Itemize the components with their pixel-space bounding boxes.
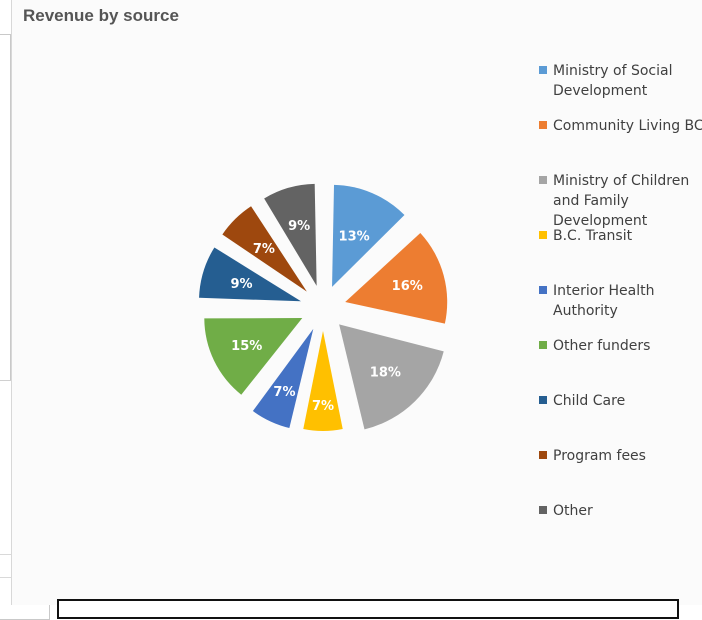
legend-item: Other funders xyxy=(539,336,702,356)
legend-item: Ministry of Social Development xyxy=(539,61,702,101)
legend-label: Program fees xyxy=(553,448,646,464)
legend-swatch xyxy=(539,121,547,129)
pie-slice-shape[interactable] xyxy=(264,183,317,286)
pie-slice-6[interactable]: 15% xyxy=(204,318,303,395)
pie-slice-shape[interactable] xyxy=(303,331,343,432)
pie-slice-label: 7% xyxy=(273,385,295,400)
legend-swatch xyxy=(539,231,547,239)
legend-swatch xyxy=(539,286,547,294)
pie-slice-label: 16% xyxy=(392,279,423,294)
pie-slice-label: 7% xyxy=(253,242,275,257)
legend-item: Ministry of Children and Family Developm… xyxy=(539,171,702,231)
pie-slice-shape[interactable] xyxy=(252,328,314,428)
pie-slice-shape[interactable] xyxy=(339,324,444,430)
legend-label: Interior Health Authority xyxy=(553,283,655,319)
pie-slice-8[interactable]: 7% xyxy=(222,206,307,292)
legend-label: Community Living BC xyxy=(553,118,702,134)
legend-label: Ministry of Social Development xyxy=(553,63,673,99)
pie-slice-shape[interactable] xyxy=(199,247,301,302)
legend-label: Child Care xyxy=(553,393,626,409)
pie-slice-3[interactable]: 18% xyxy=(339,324,444,430)
legend-label: Other xyxy=(553,503,593,519)
pie-slice-9[interactable]: 9% xyxy=(264,183,317,286)
pie-slice-shape[interactable] xyxy=(222,206,307,292)
legend-swatch xyxy=(539,341,547,349)
chart-area[interactable]: Revenue by source 13% 16% 18% 7% 7% 15% 9% 7% 9%… xyxy=(11,0,702,605)
legend-item: Child Care xyxy=(539,391,702,411)
pie-slice-label: 9% xyxy=(230,277,252,292)
pie-slice-5[interactable]: 7% xyxy=(252,328,314,428)
pie-slice-label: 9% xyxy=(288,219,310,234)
chart-title: Revenue by source xyxy=(23,6,179,25)
pie-slice-label: 7% xyxy=(312,399,334,414)
pie-slice-label: 15% xyxy=(231,339,262,354)
pie-slice-2[interactable]: 16% xyxy=(345,233,448,324)
legend-swatch xyxy=(539,506,547,514)
legend-item: Program fees xyxy=(539,446,702,466)
pie-slice-label: 18% xyxy=(370,365,401,380)
pie-slice-label: 13% xyxy=(339,229,370,244)
legend-swatch xyxy=(539,176,547,184)
background-panel-top xyxy=(0,34,11,394)
pie-slice-1[interactable]: 13% xyxy=(332,184,405,287)
pie-slice-shape[interactable] xyxy=(332,184,405,287)
caption-box xyxy=(57,599,679,619)
legend-swatch xyxy=(539,451,547,459)
legend-item: Interior Health Authority xyxy=(539,281,702,321)
pie-slice-shape[interactable] xyxy=(345,233,448,324)
legend-swatch xyxy=(539,396,547,404)
legend-item: B.C. Transit xyxy=(539,226,702,246)
pie-slice-7[interactable]: 9% xyxy=(199,247,301,302)
legend-swatch xyxy=(539,66,547,74)
legend-item: Other xyxy=(539,501,702,521)
legend-label: Other funders xyxy=(553,338,651,354)
legend-item: Community Living BC xyxy=(539,116,702,136)
pie-chart: 13% 16% 18% 7% 7% 15% 9% 7% 9% xyxy=(199,183,448,432)
pie-slice-shape[interactable] xyxy=(204,318,303,395)
legend-label: B.C. Transit xyxy=(553,228,633,244)
pie-slice-4[interactable]: 7% xyxy=(303,331,343,432)
legend-label: Ministry of Children and Family Developm… xyxy=(553,173,690,229)
